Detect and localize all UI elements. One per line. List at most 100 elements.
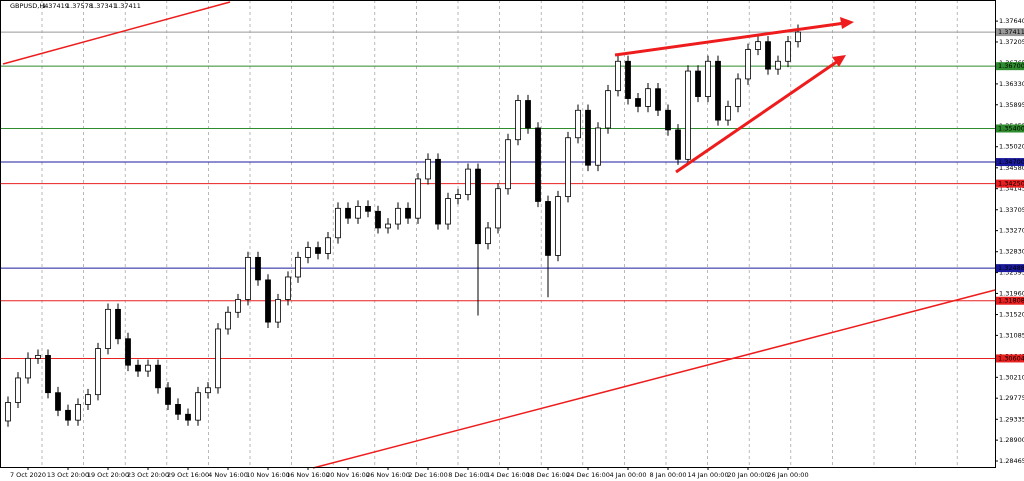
candle-body (305, 247, 311, 258)
candle-body (55, 392, 61, 411)
level-label: 1.34250 (998, 180, 1024, 188)
candle-body (165, 387, 171, 405)
candle-body (385, 223, 391, 229)
x-tick-label: 8 Dec 16:00 (448, 471, 488, 479)
arrow-line (675, 59, 839, 174)
candle-body (215, 328, 221, 389)
y-tick-label: 1.37640 (999, 17, 1024, 25)
candle-body (85, 394, 91, 405)
y-tick-label: 1.33270 (999, 227, 1024, 235)
level-label-box (996, 124, 1024, 133)
candle-body (15, 377, 21, 403)
level-label: 1.30604 (998, 354, 1024, 362)
candle-body (785, 41, 791, 62)
header-high: 1.37578 (66, 2, 93, 10)
candle-body (475, 168, 481, 245)
candle-body (755, 41, 761, 50)
candle-body (105, 308, 111, 349)
candle-body (405, 207, 411, 219)
candle-body (715, 60, 721, 121)
level-label-box (996, 354, 1024, 363)
candle-body (95, 348, 101, 396)
candle-body (415, 178, 421, 219)
candle-body (235, 299, 241, 313)
candle-body (595, 127, 601, 166)
x-tick-label: 24 Dec 16:00 (566, 471, 610, 479)
candle-body (455, 194, 461, 199)
candle-body (585, 109, 591, 166)
level-label-box (996, 296, 1024, 305)
candle-body (745, 49, 751, 80)
header-open: 1.37419 (42, 2, 69, 10)
trend-line (2, 1, 231, 65)
candle-body (185, 413, 191, 421)
y-tick-label: 1.32395 (999, 269, 1024, 277)
x-tick-label: 14 Jan 00:00 (687, 471, 728, 479)
y-tick-label: 1.29335 (999, 415, 1024, 423)
candle-body (345, 207, 351, 219)
y-tick-label: 1.28900 (999, 436, 1024, 444)
candle-body (335, 207, 341, 239)
x-tick-label: 29 Oct 16:00 (167, 471, 209, 479)
x-tick-label: 2 Dec 16:00 (408, 471, 448, 479)
candle-body (465, 168, 471, 196)
candle-body (295, 256, 301, 278)
x-tick-label: 26 Jan 00:00 (767, 471, 808, 479)
candle-body (435, 158, 441, 225)
header: GBPUSD,H4 1.37419 1.37578 1.37341 1.3741… (10, 2, 141, 10)
candle-body (565, 137, 571, 197)
arrow-head (832, 55, 846, 67)
y-tick-label: 1.31085 (999, 331, 1024, 339)
y-tick-label: 1.28465 (999, 457, 1024, 465)
symbol: GBPUSD,H4 (10, 2, 48, 10)
candle-body (425, 158, 431, 180)
candle-body (775, 60, 781, 70)
candle-body (265, 279, 271, 323)
candle-body (195, 392, 201, 421)
candle-body (355, 206, 361, 219)
header-low: 1.37341 (90, 2, 117, 10)
candle-body (795, 31, 801, 43)
x-tick-label: 26 Nov 16:00 (366, 471, 410, 479)
y-tick-label: 1.34145 (999, 185, 1024, 193)
level-label-box (996, 179, 1024, 188)
x-tick-label: 19 Oct 20:00 (87, 471, 129, 479)
x-tick-label: 20 Nov 16:00 (326, 471, 370, 479)
candle-body (765, 41, 771, 70)
x-tick-label: 20 Jan 00:00 (727, 471, 768, 479)
candle-body (315, 247, 321, 254)
candle-body (655, 88, 661, 111)
y-tick-label: 1.30210 (999, 373, 1024, 381)
candle-body (365, 206, 371, 212)
candle-body (675, 129, 681, 160)
candle-body (395, 207, 401, 225)
plot-border (0, 0, 996, 468)
trend-line (312, 289, 996, 469)
x-tick-label: 4 Jan 00:00 (609, 471, 646, 479)
candle-body (705, 60, 711, 97)
y-tick-label: 1.34580 (999, 164, 1024, 172)
level-label-box (996, 62, 1024, 71)
level-label-box (996, 264, 1024, 273)
level-label: 1.37411 (998, 28, 1024, 36)
candle-body (325, 237, 331, 254)
y-tick-label: 1.35895 (999, 101, 1024, 109)
candle-body (375, 210, 381, 229)
candle-body (5, 402, 11, 422)
candle-body (445, 198, 451, 225)
candle-body (145, 364, 151, 372)
candle-body (635, 98, 641, 107)
x-tick-label: 18 Dec 16:00 (526, 471, 570, 479)
candle-body (125, 338, 131, 366)
x-tick-label: 23 Oct 20:00 (127, 471, 169, 479)
candle-body (205, 387, 211, 394)
candle-body (135, 364, 141, 372)
candle-body (555, 196, 561, 256)
trend-lines (2, 1, 996, 469)
candle-body (65, 409, 71, 421)
candle-body (685, 70, 691, 160)
x-tick-label: 14 Dec 16:00 (486, 471, 530, 479)
y-tick-label: 1.33705 (999, 206, 1024, 214)
